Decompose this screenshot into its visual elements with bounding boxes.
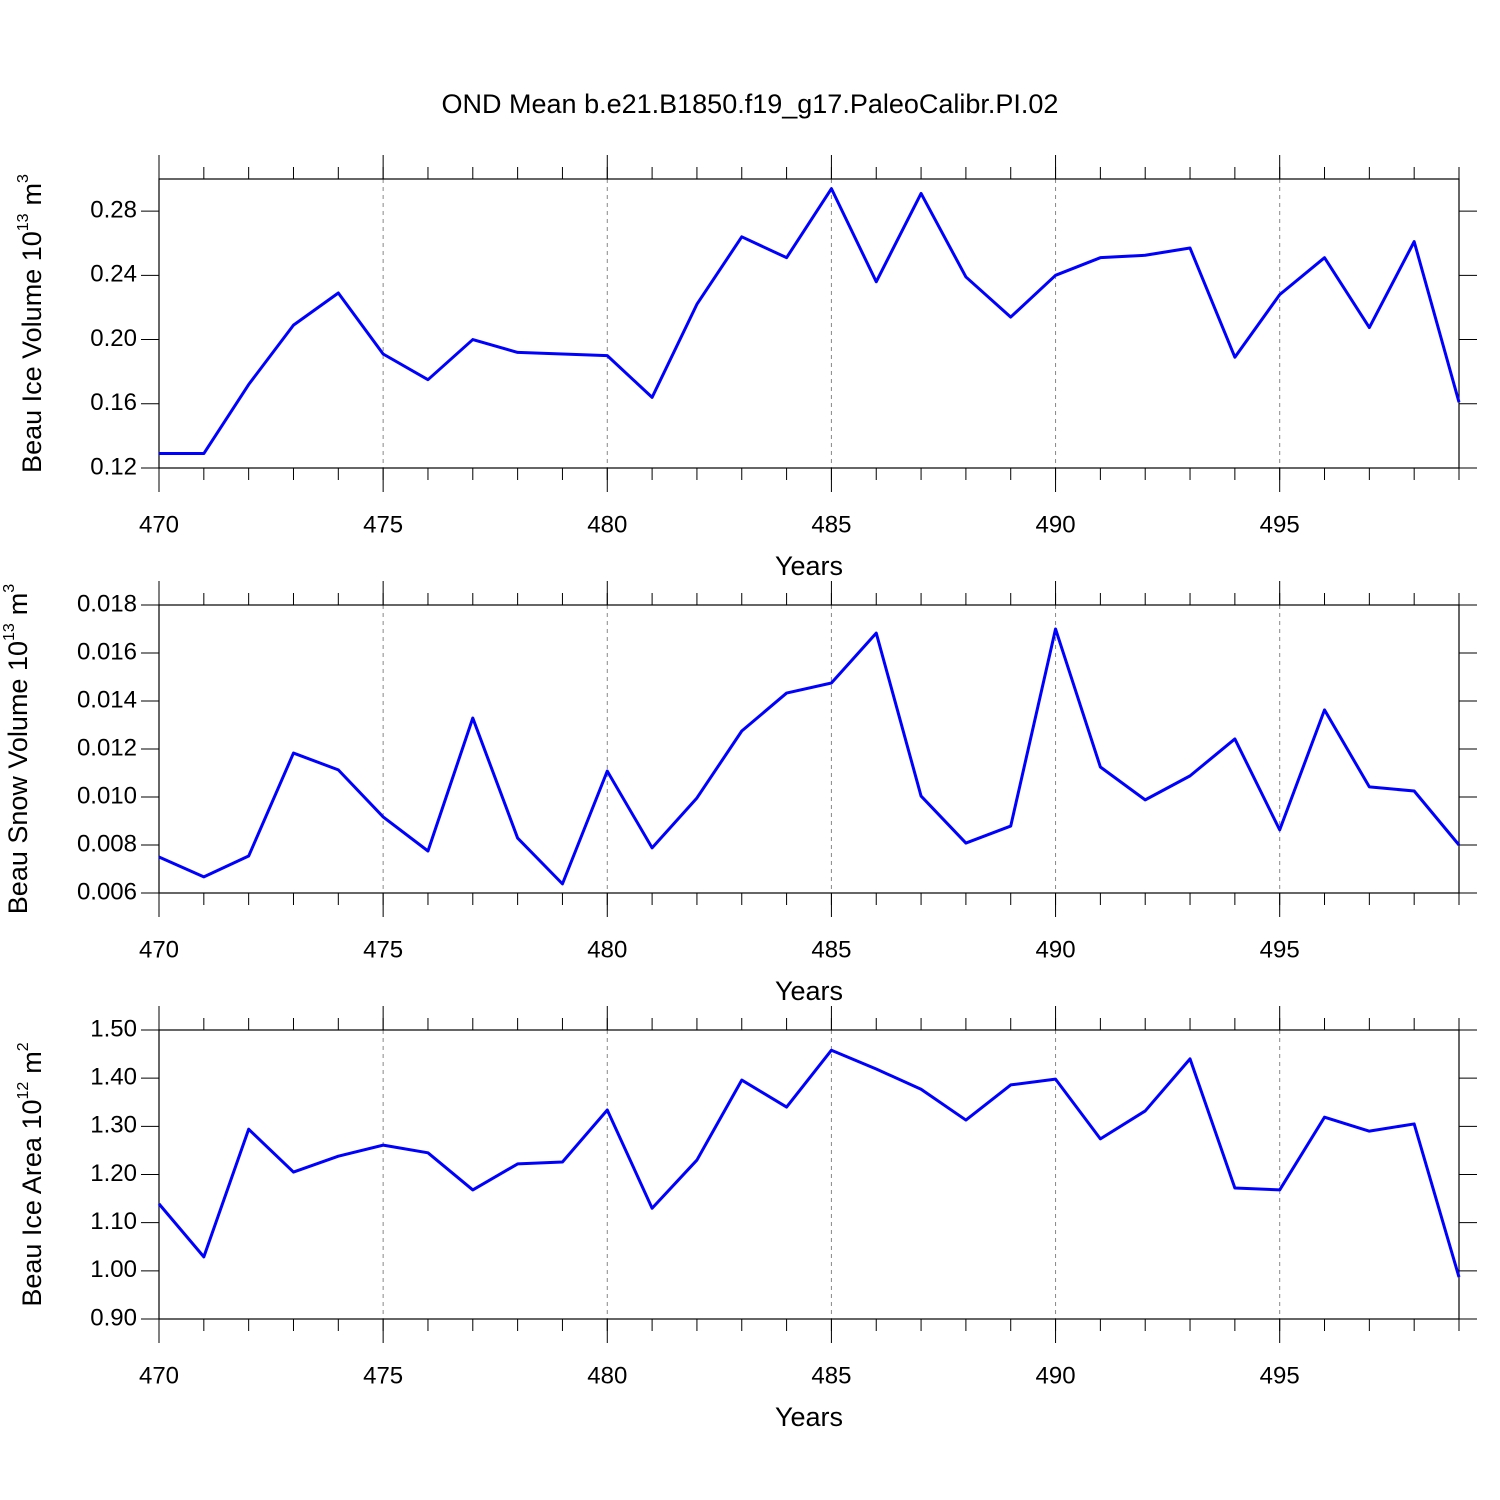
y-tick-label: 0.016 xyxy=(77,638,137,665)
x-tick-label: 485 xyxy=(811,511,851,538)
x-tick-label: 495 xyxy=(1260,511,1300,538)
y-tick-label: 1.20 xyxy=(90,1160,137,1187)
data-line xyxy=(159,187,1461,456)
x-tick-label: 485 xyxy=(811,936,851,963)
y-tick-label: 0.90 xyxy=(90,1304,137,1331)
x-axis-label: Years xyxy=(775,551,843,581)
y-tick-label: 0.12 xyxy=(90,453,137,480)
y-label-exponent: 13 xyxy=(1,623,18,641)
y-label-text: Beau Ice Area 10 xyxy=(17,1100,47,1307)
plot-frame xyxy=(158,1029,1460,1320)
plot-frame xyxy=(158,604,1460,894)
y-label-exponent: 13 xyxy=(15,213,32,231)
x-tick-label: 480 xyxy=(587,936,627,963)
x-tick-label: 475 xyxy=(363,1362,403,1389)
y-axis-label: Beau Snow Volume 1013 m3 xyxy=(1,584,33,915)
x-tick-label: 470 xyxy=(139,936,179,963)
x-tick-label: 490 xyxy=(1036,1362,1076,1389)
y-label-unit-exponent: 3 xyxy=(1,584,18,593)
y-tick-label: 0.012 xyxy=(77,734,137,761)
y-label-text: Beau Snow Volume 10 xyxy=(3,641,33,914)
y-tick-label: 0.16 xyxy=(90,389,137,416)
data-line xyxy=(157,1048,1461,1278)
y-tick-label: 0.20 xyxy=(90,325,137,352)
x-tick-label: 495 xyxy=(1260,1362,1300,1389)
y-tick-label: 1.40 xyxy=(90,1064,137,1091)
x-tick-label: 475 xyxy=(363,511,403,538)
x-tick-label: 485 xyxy=(811,1362,851,1389)
data-line xyxy=(158,627,1461,886)
y-tick-label: 0.010 xyxy=(77,782,137,809)
y-tick-label: 0.28 xyxy=(90,196,137,223)
x-tick-label: 475 xyxy=(363,936,403,963)
x-axis-label: Years xyxy=(775,1402,843,1432)
y-tick-label: 0.008 xyxy=(77,830,137,857)
y-tick-label: 1.10 xyxy=(90,1208,137,1235)
chart-title: OND Mean b.e21.B1850.f19_g17.PaleoCalibr… xyxy=(442,89,1059,119)
y-axis-label: Beau Ice Volume 1013 m3 xyxy=(15,174,47,473)
x-tick-label: 470 xyxy=(139,511,179,538)
y-tick-label: 0.018 xyxy=(77,590,137,617)
x-tick-label: 490 xyxy=(1036,511,1076,538)
y-label-unit: m xyxy=(3,593,33,616)
y-tick-label: 0.24 xyxy=(90,261,137,288)
x-tick-label: 495 xyxy=(1260,936,1300,963)
x-tick-label: 480 xyxy=(587,1362,627,1389)
x-tick-label: 470 xyxy=(139,1362,179,1389)
y-label-text: Beau Ice Volume 10 xyxy=(17,231,47,473)
plot-frame xyxy=(158,178,1460,469)
y-label-exponent: 12 xyxy=(15,1082,32,1100)
y-label-unit-exponent: 2 xyxy=(15,1042,32,1051)
x-tick-label: 480 xyxy=(587,511,627,538)
y-axis-label: Beau Ice Area 1012 m2 xyxy=(15,1042,47,1306)
y-tick-label: 0.014 xyxy=(77,686,137,713)
y-tick-label: 1.50 xyxy=(90,1015,137,1042)
y-tick-label: 1.30 xyxy=(90,1112,137,1139)
y-label-unit: m xyxy=(17,1051,47,1074)
y-tick-label: 1.00 xyxy=(90,1256,137,1283)
y-label-unit-exponent: 3 xyxy=(15,174,32,183)
x-tick-label: 490 xyxy=(1036,936,1076,963)
y-tick-label: 0.006 xyxy=(77,878,137,905)
y-label-unit: m xyxy=(17,183,47,206)
x-axis-label: Years xyxy=(775,976,843,1006)
